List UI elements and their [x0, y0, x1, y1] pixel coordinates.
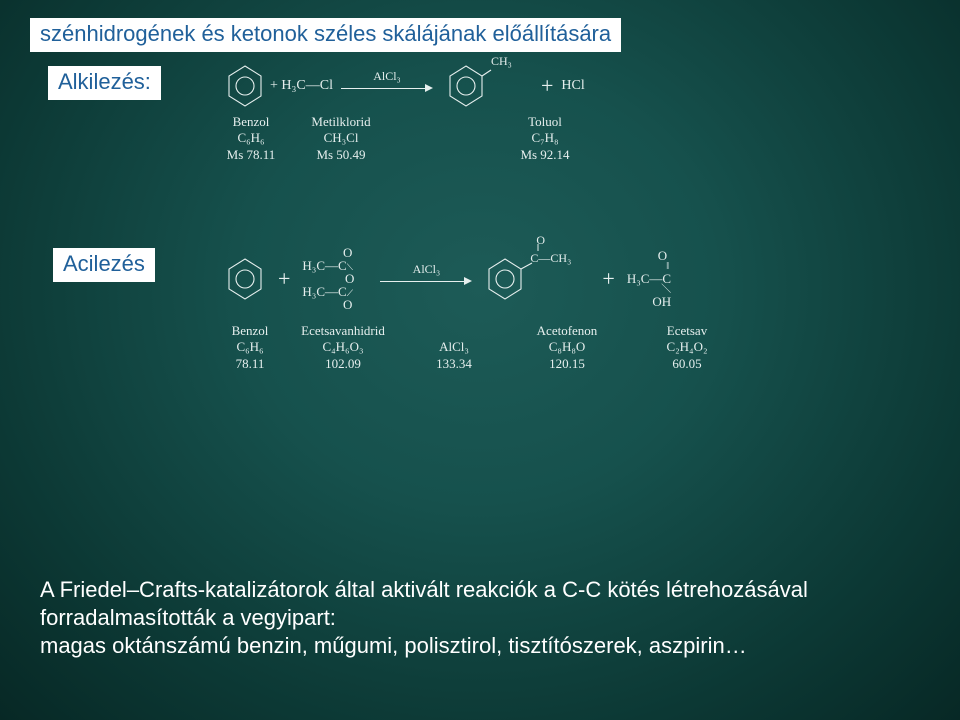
dbl-bond-icon: ‖: [536, 243, 539, 254]
slide-title: szénhidrogének és ketonok széles skálájá…: [30, 18, 621, 52]
plus-icon: +: [270, 266, 298, 292]
catalyst-label: AlCl₃: [341, 69, 433, 84]
reaction-arrow-icon: AlCl₃: [380, 266, 472, 292]
alk-byproduct: HCl: [561, 78, 584, 94]
acylation-label: Acilezés: [53, 248, 155, 282]
acetophenone-icon: O C—CH₃ ‖: [486, 257, 524, 301]
benzene-icon: [226, 64, 264, 108]
label-toluol: Toluol C₇H₈ Ms 92.14: [470, 114, 620, 163]
body-text: A Friedel–Crafts-katalizátorok által akt…: [40, 576, 900, 660]
body-examples: magas oktánszámú benzin, műgumi, poliszt…: [40, 633, 747, 658]
reaction-arrow-icon: AlCl₃: [341, 73, 433, 99]
plus-icon: +: [594, 266, 622, 292]
toluene-icon: CH₃: [447, 64, 485, 108]
acetic-acid: O ‖ H₃C—C ＼ OH: [623, 249, 671, 308]
label-acetophenone: Acetofenon C₈H₈O 120.15: [502, 323, 632, 372]
alk-reagent: + H₃C—Cl: [270, 78, 333, 94]
acylation-reaction: + O H₃C—C⟍ O H₃C—C⟋ O AlCl₃ O C—CH₃ ‖ + …: [220, 246, 742, 372]
label-mecl: Metilklorid CH₃Cl Ms 50.49: [282, 114, 400, 163]
label-anhydride: Ecetsavanhidrid C₄H₆O₃ 102.09: [280, 323, 406, 372]
toluene-ch3: CH₃: [491, 54, 512, 69]
label-alcl3: AlCl₃ 133.34: [406, 323, 502, 372]
label-benzol2: Benzol C₆H₆ 78.11: [220, 323, 280, 372]
alkylation-reaction: + H₃C—Cl AlCl₃ CH₃ + HCl Benzol C₆H₆ Ms …: [220, 64, 620, 163]
benzene-icon: [226, 257, 264, 301]
label-acetic: Ecetsav C₂H₄O₂ 60.05: [632, 323, 742, 372]
label-benzol: Benzol C₆H₆ Ms 78.11: [220, 114, 282, 163]
catalyst-label: AlCl₃: [380, 262, 472, 277]
plus-icon: +: [533, 73, 561, 99]
body-line1: A Friedel–Crafts-katalizátorok által akt…: [40, 577, 808, 630]
alkylation-label: Alkilezés:: [48, 66, 161, 100]
acetic-anhydride: O H₃C—C⟍ O H₃C—C⟋ O: [298, 246, 372, 311]
